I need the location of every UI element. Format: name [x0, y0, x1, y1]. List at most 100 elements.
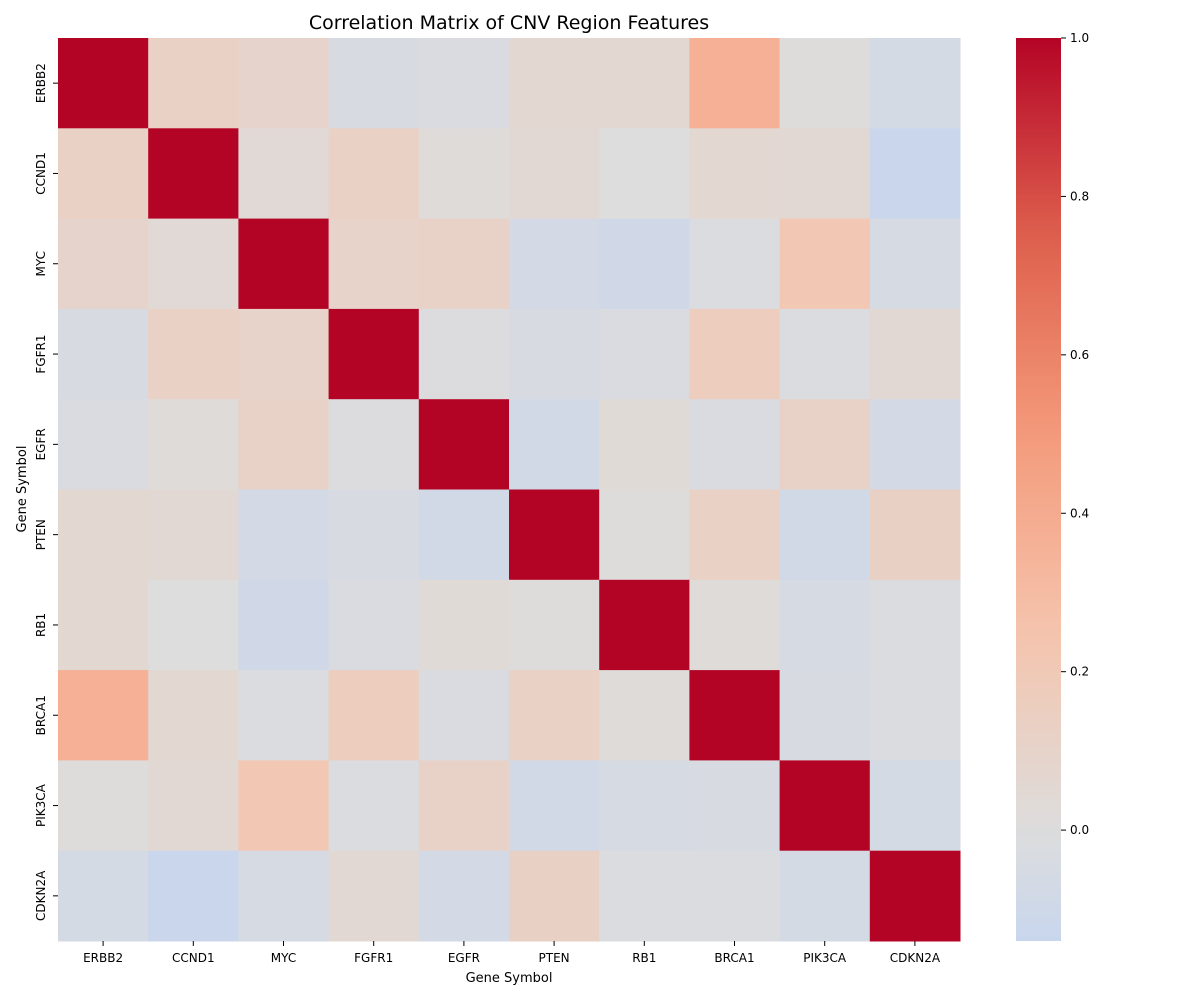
heatmap-cell [869, 670, 961, 761]
colorbar-tick-label: 0.6 [1070, 348, 1089, 362]
heatmap-cell [509, 38, 600, 129]
heatmap-cell [148, 760, 239, 852]
heatmap-cell [689, 760, 781, 852]
heatmap-cell [779, 38, 871, 129]
heatmap-cell [418, 128, 510, 220]
chart-title: Correlation Matrix of CNV Region Feature… [309, 12, 709, 34]
heatmap-cell [58, 399, 149, 490]
y-tick-labels: ERBB2 CCND1 MYC FGFR1 EGFR PTEN RB1 BRCA1 PIK3CA… [34, 63, 58, 921]
heatmap-cell [418, 218, 510, 310]
heatmap-cell [599, 850, 690, 942]
heatmap-cell [779, 850, 871, 942]
heatmap-cell [328, 399, 420, 490]
heatmap-cell [148, 850, 239, 942]
x-axis-label: Gene Symbol [466, 971, 553, 986]
heatmap-cell [148, 128, 239, 220]
colorbar-ticks: 0.0 0.2 0.4 0.6 0.8 1.0 [1061, 31, 1089, 837]
heatmap-cell [58, 489, 149, 581]
heatmap-cell [148, 579, 239, 671]
heatmap-cell [689, 399, 781, 490]
heatmap-cell [418, 670, 510, 761]
heatmap-cell [238, 399, 330, 490]
heatmap-cell [418, 850, 510, 942]
heatmap-cell [238, 128, 330, 220]
heatmap-cell [58, 670, 149, 761]
x-tick-label: PTEN [539, 951, 570, 965]
heatmap-cell [328, 308, 420, 400]
heatmap-cell [689, 308, 781, 400]
heatmap-cell [869, 850, 961, 942]
heatmap-cell [58, 128, 149, 220]
heatmap-cell [689, 38, 781, 129]
y-tick-label: CCND1 [34, 152, 48, 195]
heatmap-cell [779, 399, 871, 490]
y-axis-label: Gene Symbol [15, 446, 30, 533]
heatmap-cell [238, 670, 330, 761]
x-tick-label: BRCA1 [714, 951, 754, 965]
heatmap-cell [238, 38, 330, 129]
x-tick-label: CDKN2A [890, 951, 941, 965]
heatmap-cell [238, 850, 330, 942]
heatmap-cell [418, 760, 510, 852]
heatmap-cell [148, 308, 239, 400]
heatmap-cell [599, 579, 690, 671]
colorbar: 0.0 0.2 0.4 0.6 0.8 1.0 [1016, 31, 1089, 941]
x-tick-label: MYC [271, 951, 296, 965]
heatmap-cell [418, 489, 510, 581]
heatmap-cell [148, 670, 239, 761]
heatmap-cell [238, 760, 330, 852]
heatmap-cell [418, 579, 510, 671]
heatmap-cell [148, 399, 239, 490]
heatmap-cell [599, 399, 690, 490]
heatmap-cell [509, 489, 600, 581]
y-tick-label: EGFR [34, 428, 48, 460]
heatmap-cell [869, 760, 961, 852]
heatmap-cell [779, 489, 871, 581]
heatmap-cell [779, 760, 871, 852]
heatmap-cell [418, 308, 510, 400]
heatmap-cell [148, 38, 239, 129]
y-tick-label: CDKN2A [34, 870, 48, 921]
heatmap-cell [328, 218, 420, 310]
heatmap-cell [238, 489, 330, 581]
heatmap-cell [328, 850, 420, 942]
heatmap-cell [509, 850, 600, 942]
heatmap-cell [779, 218, 871, 310]
heatmap-cell [599, 308, 690, 400]
heatmap-cell [148, 218, 239, 310]
y-tick-label: MYC [34, 251, 48, 276]
x-tick-label: ERBB2 [83, 951, 123, 965]
heatmap-cell [779, 128, 871, 220]
heatmap-cell [779, 579, 871, 671]
heatmap-cell [238, 218, 330, 310]
heatmap-cell [509, 579, 600, 671]
x-tick-label: PIK3CA [803, 951, 847, 965]
heatmap-cell [869, 579, 961, 671]
heatmap-cell [689, 218, 781, 310]
x-tick-label: FGFR1 [354, 951, 393, 965]
heatmap-cell [689, 579, 781, 671]
heatmap-cell [599, 218, 690, 310]
heatmap-cell [599, 489, 690, 581]
heatmap-cell [689, 489, 781, 581]
y-tick-label: PIK3CA [34, 783, 48, 827]
colorbar-gradient-bar [1016, 38, 1061, 941]
y-tick-label: RB1 [34, 613, 48, 637]
colorbar-tick-label: 0.0 [1070, 823, 1089, 837]
heatmap-cell [238, 308, 330, 400]
heatmap-cell [328, 38, 420, 129]
heatmap-cell [779, 308, 871, 400]
heatmap-cell [599, 670, 690, 761]
y-tick-label: FGFR1 [34, 335, 48, 374]
heatmap-cell [58, 760, 149, 852]
y-tick-label: ERBB2 [34, 63, 48, 103]
heatmap-cell [148, 489, 239, 581]
x-tick-label: RB1 [632, 951, 656, 965]
heatmap-cell [599, 38, 690, 129]
heatmap-cell [418, 399, 510, 490]
heatmap-cell [58, 218, 149, 310]
heatmap-cell [689, 128, 781, 220]
heatmap-cell [328, 670, 420, 761]
heatmap-cell [418, 38, 510, 129]
